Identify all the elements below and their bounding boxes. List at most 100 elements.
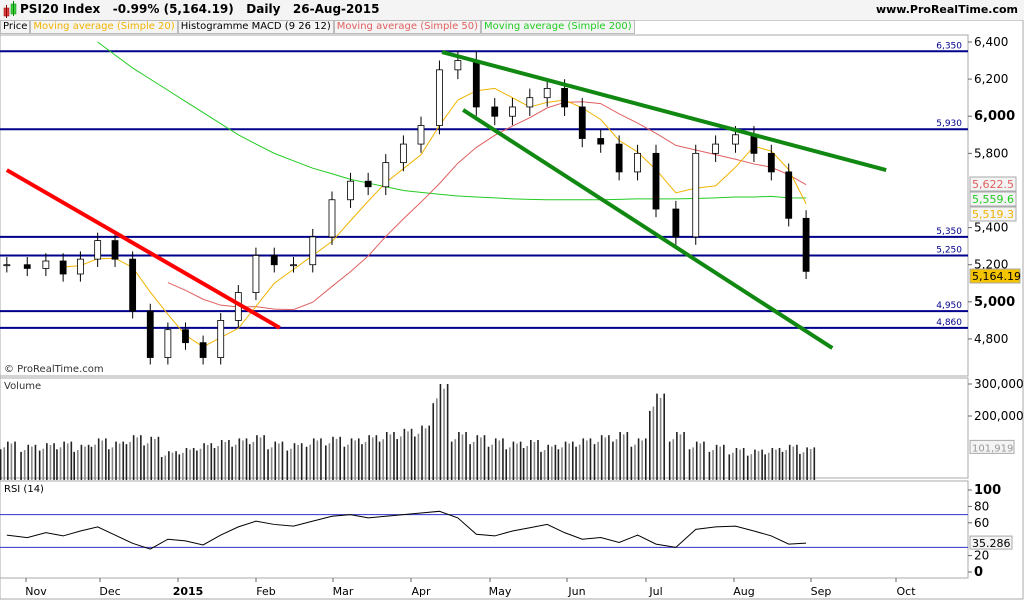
volume-bar: [242, 440, 244, 480]
volume-bar: [77, 450, 79, 480]
trendline: [462, 108, 834, 350]
legend-ma20[interactable]: Moving average (Simple 20): [30, 20, 178, 34]
price-candle: [146, 310, 154, 358]
volume-bar: [115, 441, 117, 480]
x-tick-label: Oct: [896, 585, 916, 598]
y-tick-label: 100: [974, 483, 1001, 498]
price-candle: [399, 143, 407, 164]
volume-bar: [238, 438, 241, 480]
volume-bar: [512, 441, 515, 480]
legend-price[interactable]: Price: [0, 20, 31, 34]
price-candle: [217, 319, 225, 358]
volume-bar: [267, 449, 269, 480]
volume-bar: [480, 437, 482, 480]
y-tick-label: 300,000: [974, 377, 1024, 391]
volume-bar: [46, 443, 48, 480]
ma200-line: [97, 41, 807, 201]
y-tick-label: 20: [974, 549, 989, 563]
volume-bar: [281, 441, 284, 480]
price-candle: [23, 264, 31, 269]
y-tick-label: 5,400: [974, 221, 1008, 235]
volume-bar: [347, 444, 349, 480]
trendline: [441, 50, 887, 172]
volume-bar: [526, 446, 529, 480]
ma50-line: [167, 101, 807, 311]
y-tick-label: 0: [974, 565, 983, 580]
last-value-label: 5,622.5: [972, 178, 1014, 191]
volume-bar: [361, 444, 363, 480]
site-link[interactable]: www.ProRealTime.com: [875, 3, 1018, 16]
volume-bar: [248, 444, 251, 480]
volume-bar: [421, 425, 423, 480]
volume-bar: [94, 444, 96, 480]
price-candle: [767, 152, 775, 173]
volume-bar: [293, 443, 296, 480]
volume-bar: [84, 446, 86, 480]
volume-bar: [101, 440, 104, 480]
volume-bar: [771, 448, 774, 480]
legend-macd[interactable]: Histogramme MACD (9 26 12): [177, 20, 334, 34]
volume-bar: [767, 452, 770, 480]
volume-bar: [339, 436, 341, 480]
volume-bar: [634, 444, 636, 480]
volume-bar: [73, 451, 75, 480]
price-candle: [3, 264, 11, 267]
volume-bar: [182, 452, 184, 480]
y-tick-label: 4,800: [974, 332, 1008, 346]
y-tick-label: 200,000: [974, 409, 1024, 423]
volume-bar: [312, 438, 315, 480]
price-candle: [199, 342, 207, 358]
volume-bar: [498, 440, 501, 480]
volume-bar: [547, 444, 549, 480]
volume-bar: [469, 444, 471, 480]
level-label: 6,350: [936, 41, 962, 51]
y-tick-label: 5,200: [974, 258, 1008, 272]
last-value-box: [969, 176, 1017, 192]
volume-bar: [34, 444, 37, 480]
volume-bar: [530, 440, 532, 480]
price-candle: [634, 152, 641, 173]
volume-bar: [393, 432, 395, 480]
y-tick-label: 6,200: [974, 72, 1008, 86]
volume-bar: [813, 447, 816, 480]
volume-bar: [53, 443, 55, 480]
x-tick-label: Mar: [333, 585, 354, 598]
volume-bar: [443, 388, 445, 480]
volume-bar: [615, 439, 618, 480]
y-tick-label: 60: [974, 516, 989, 530]
volume-bar: [806, 447, 808, 480]
volume-bar: [414, 436, 416, 480]
volume-bar: [785, 450, 787, 480]
volume-bar: [537, 440, 539, 480]
price-candle: [615, 143, 623, 173]
volume-bar: [371, 437, 374, 480]
volume-bar: [641, 440, 643, 480]
ma20-line: [63, 87, 807, 348]
volume-bar: [699, 443, 702, 480]
candlestick-icon: [3, 1, 17, 18]
volume-bar: [389, 434, 392, 480]
volume-bar: [320, 438, 322, 480]
price-candle: [164, 329, 172, 358]
volume-bar: [164, 455, 167, 480]
volume-bar: [178, 454, 181, 480]
volume-bar: [375, 435, 378, 480]
legend-ma50[interactable]: Moving average (Simple 50): [333, 20, 482, 34]
price-candle: [454, 60, 462, 71]
volume-bar: [38, 450, 41, 480]
volume-bar: [203, 443, 205, 480]
volume-bar: [652, 406, 655, 480]
volume-bar: [465, 432, 467, 480]
volume-bar: [297, 445, 299, 480]
volume-bar: [788, 444, 791, 480]
volume-bar: [122, 441, 125, 480]
volume-bar: [428, 425, 430, 480]
volume-bar: [799, 453, 801, 480]
volume-last-label: 101,919: [972, 443, 1013, 454]
volume-bar: [90, 446, 93, 480]
price-panel: [0, 34, 969, 377]
legend-ma200[interactable]: Moving average (Simple 200): [481, 20, 635, 34]
price-candle: [182, 329, 189, 344]
y-tick-label: 5,000: [974, 295, 1015, 310]
